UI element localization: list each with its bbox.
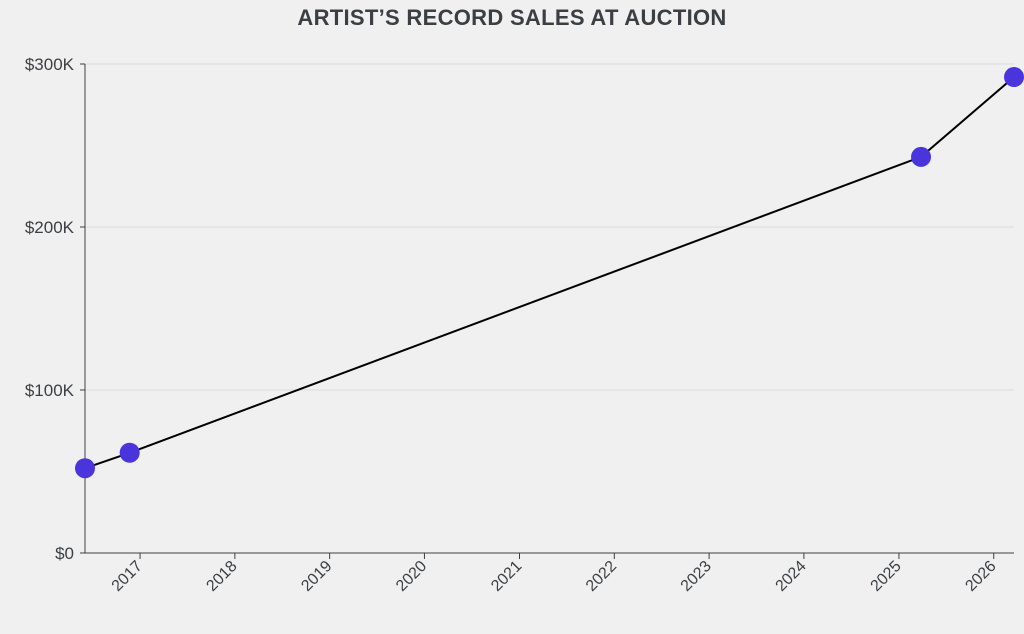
x-tick-label: 2019 <box>298 558 335 595</box>
y-tick-label: $0 <box>55 544 74 563</box>
series-layer <box>75 67 1024 479</box>
x-tick-label: 2020 <box>393 558 430 595</box>
x-tick-label: 2023 <box>678 558 715 595</box>
data-point <box>119 442 140 463</box>
x-tick-label: 2026 <box>962 558 999 595</box>
data-point <box>1004 67 1024 88</box>
x-tick-label: 2021 <box>488 558 525 595</box>
data-point <box>911 146 932 167</box>
axis-layer: $0 $100K $200K $300K 2017 2018 2019 2020 2021 202… <box>25 55 1014 595</box>
x-tick-label: 2022 <box>583 558 620 595</box>
x-tick-label: 2017 <box>109 558 146 595</box>
data-point <box>75 458 95 479</box>
y-tick-label: $100K <box>25 381 75 400</box>
x-tick-label: 2018 <box>203 558 240 595</box>
series-line <box>84 76 1015 470</box>
grid-layer <box>85 63 1014 391</box>
chart-title: ARTIST’S RECORD SALES AT AUCTION <box>297 5 727 30</box>
y-tick-label: $200K <box>25 218 75 237</box>
x-tick-label: 2024 <box>773 558 810 595</box>
y-tick-label: $300K <box>25 55 75 74</box>
x-tick-label: 2025 <box>868 558 905 595</box>
